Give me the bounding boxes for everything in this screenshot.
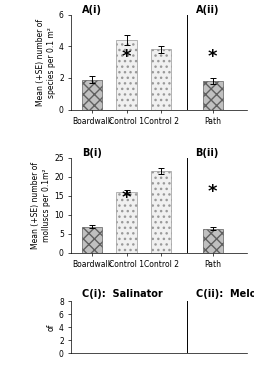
Bar <box>116 192 136 253</box>
Text: A(ii): A(ii) <box>195 5 218 15</box>
Bar <box>150 171 171 253</box>
Y-axis label: Mean (+SE) number of
species per 0.1 m²: Mean (+SE) number of species per 0.1 m² <box>36 18 56 106</box>
Bar <box>202 81 222 110</box>
Bar <box>202 229 222 253</box>
Bar <box>82 227 102 253</box>
Text: C(i):  Salinator: C(i): Salinator <box>82 289 162 298</box>
Text: C(ii):  Melo: C(ii): Melo <box>195 289 254 298</box>
Bar <box>116 40 136 110</box>
Bar <box>150 49 171 110</box>
Text: B(ii): B(ii) <box>195 148 218 158</box>
Y-axis label: Mean (+SE) number of
molluscs per 0.1m²: Mean (+SE) number of molluscs per 0.1m² <box>31 162 51 249</box>
Text: *: * <box>121 189 131 207</box>
Text: *: * <box>207 183 217 201</box>
Bar <box>82 79 102 110</box>
Text: A(i): A(i) <box>82 5 101 15</box>
Text: *: * <box>207 49 217 66</box>
Text: B(i): B(i) <box>82 148 101 158</box>
Text: *: * <box>121 49 131 66</box>
Y-axis label: of: of <box>47 323 56 331</box>
